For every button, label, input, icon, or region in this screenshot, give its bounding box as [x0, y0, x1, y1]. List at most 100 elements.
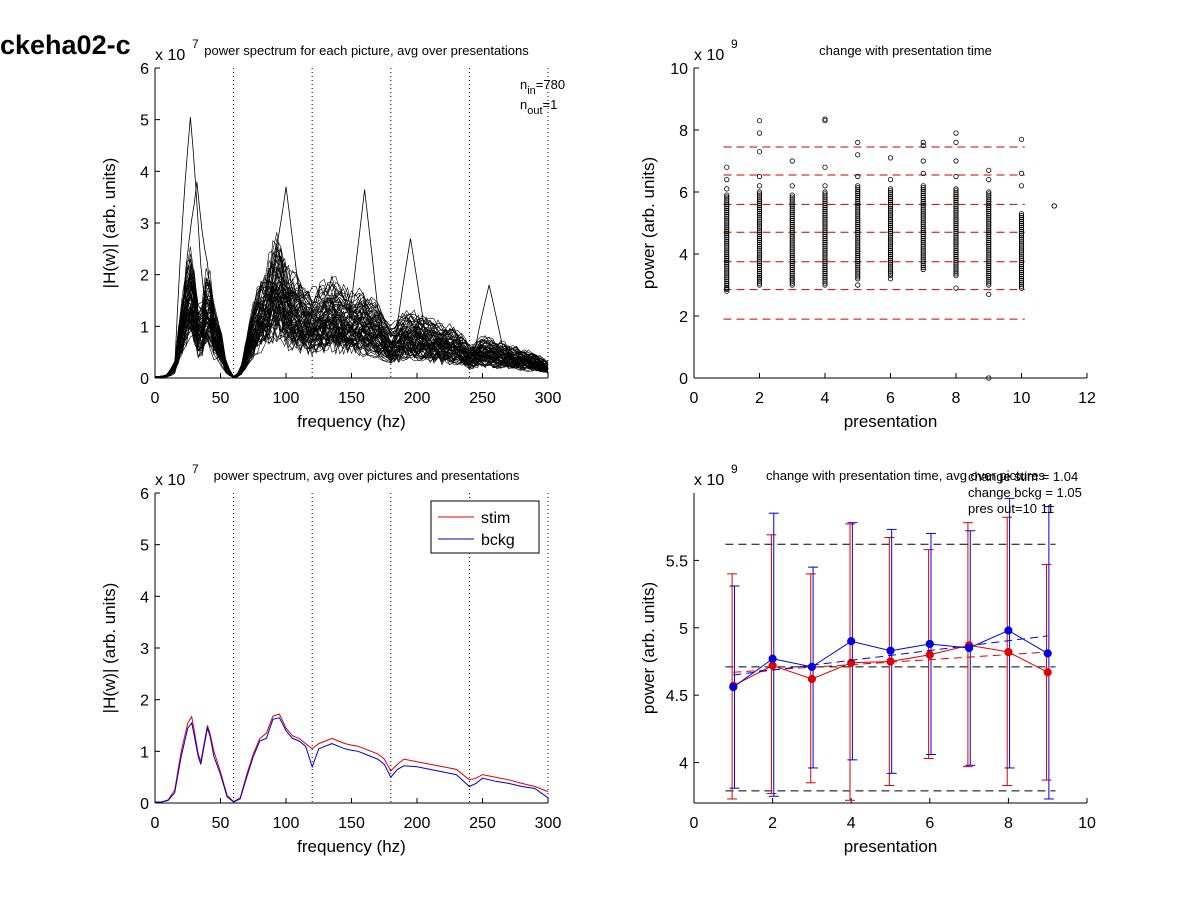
- x-tick-label: 100: [273, 815, 300, 832]
- data-point: [822, 270, 828, 276]
- data-point: [789, 227, 795, 233]
- x-tick-label: 150: [338, 390, 365, 407]
- data-point: [920, 227, 926, 234]
- x-tick-label: 150: [338, 815, 365, 832]
- data-point: [953, 195, 959, 202]
- data-point: [724, 229, 730, 235]
- data-point: [887, 273, 894, 279]
- data-point: [986, 226, 992, 232]
- series-marker-bckg: [729, 682, 738, 692]
- data-point: [789, 206, 795, 212]
- data-point: [855, 206, 861, 212]
- outlier-point: [789, 276, 795, 282]
- x-tick-label: 250: [469, 815, 496, 832]
- data-point: [789, 264, 795, 271]
- data-point: [920, 196, 926, 203]
- data-point: [887, 199, 894, 206]
- data-point: [855, 260, 861, 266]
- data-point: [1018, 224, 1025, 231]
- data-point: [789, 249, 795, 255]
- outlier-point: [986, 167, 992, 173]
- outlier-point: [756, 173, 763, 180]
- data-point: [756, 214, 763, 220]
- y-exponent: 9: [731, 37, 738, 51]
- data-point: [986, 199, 992, 205]
- data-point: [756, 233, 763, 240]
- sample-count-annotation: nin=780: [520, 77, 565, 97]
- data-point: [920, 183, 926, 189]
- data-point: [953, 257, 959, 263]
- data-point: [887, 194, 894, 200]
- data-point: [986, 278, 992, 284]
- data-point: [986, 195, 992, 201]
- data-point: [724, 225, 730, 231]
- data-point: [822, 230, 828, 236]
- data-point: [789, 274, 795, 280]
- data-point: [756, 191, 763, 197]
- data-point: [953, 221, 959, 227]
- data-point: [920, 208, 926, 214]
- data-point: [953, 263, 959, 269]
- data-point: [920, 263, 926, 269]
- outlier-point: [756, 130, 763, 136]
- data-point: [1018, 211, 1025, 217]
- data-point: [756, 212, 763, 218]
- y-tick-label: 3: [140, 641, 149, 658]
- data-point: [789, 192, 795, 198]
- data-point: [887, 249, 894, 256]
- data-point: [724, 277, 730, 283]
- data-point: [789, 256, 795, 263]
- data-point: [822, 199, 828, 205]
- data-point: [724, 217, 730, 223]
- data-point: [789, 266, 795, 272]
- outlier-point: [887, 276, 894, 282]
- data-point: [789, 215, 795, 222]
- data-point: [822, 259, 828, 265]
- data-point: [986, 243, 992, 249]
- data-point: [822, 282, 828, 288]
- data-point: [855, 221, 861, 228]
- data-point: [953, 199, 959, 206]
- data-point: [756, 247, 763, 253]
- data-point: [756, 272, 763, 278]
- data-point: [920, 229, 926, 236]
- data-point: [789, 239, 795, 245]
- data-point: [953, 219, 959, 225]
- data-point: [953, 240, 959, 246]
- data-point: [822, 245, 828, 251]
- data-point: [1018, 236, 1025, 242]
- data-point: [920, 249, 926, 255]
- y-tick-label: 2: [140, 693, 149, 710]
- data-point: [756, 270, 763, 276]
- data-point: [789, 217, 795, 224]
- x-axis-label: presentation: [844, 837, 938, 856]
- outlier-point: [756, 276, 763, 282]
- x-tick-label: 6: [886, 390, 895, 407]
- data-point: [953, 211, 959, 217]
- trend-line-bckg: [733, 635, 1048, 676]
- data-point: [953, 228, 959, 234]
- series-marker-stim: [768, 661, 777, 670]
- data-point: [986, 208, 992, 214]
- y-tick-label: 5: [679, 621, 688, 638]
- data-point: [920, 264, 926, 271]
- data-point: [855, 200, 861, 206]
- data-point: [756, 226, 763, 232]
- data-point: [920, 255, 926, 261]
- data-point: [822, 276, 828, 282]
- data-point: [887, 267, 894, 273]
- data-point: [953, 205, 959, 211]
- data-point: [724, 200, 730, 206]
- data-point: [986, 193, 992, 199]
- x-tick-label: 2: [755, 390, 764, 407]
- data-point: [756, 282, 763, 288]
- data-point: [789, 245, 795, 251]
- data-point: [887, 207, 894, 213]
- data-point: [855, 235, 861, 241]
- y-axis-label: |H(w)| (arb. units): [100, 583, 119, 714]
- data-point: [920, 243, 926, 249]
- data-point: [724, 215, 730, 221]
- data-point: [986, 272, 992, 278]
- data-point: [1018, 232, 1025, 238]
- data-point: [986, 241, 992, 247]
